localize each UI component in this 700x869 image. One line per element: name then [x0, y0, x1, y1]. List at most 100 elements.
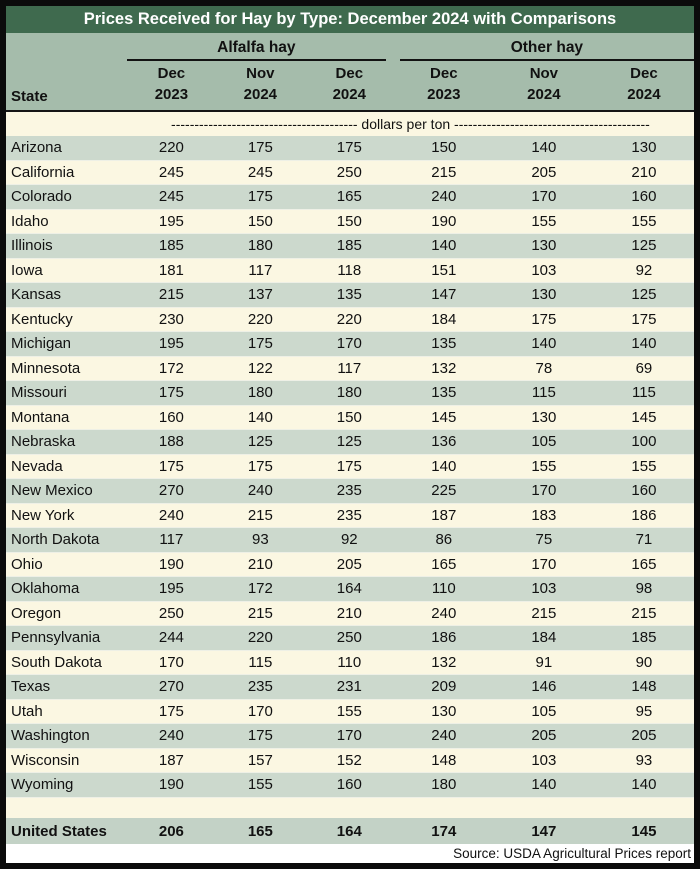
value-cell: 190 — [158, 776, 184, 794]
value-cell: 175 — [158, 384, 184, 402]
value-cell: 185 — [631, 629, 657, 647]
value-cell: 160 — [158, 408, 184, 426]
state-cell: Iowa — [11, 261, 43, 279]
value-cell: 157 — [247, 751, 273, 769]
value-cell: 155 — [531, 457, 557, 475]
value-cell: 117 — [248, 261, 273, 279]
value-cell: 215 — [247, 506, 273, 524]
value-cell: 150 — [336, 408, 362, 426]
value-cell: 135 — [431, 384, 457, 402]
value-cell: 146 — [531, 678, 557, 696]
state-cell: Missouri — [11, 384, 67, 402]
column-group-row: Alfalfa hay Other hay — [6, 33, 694, 61]
value-cell: 125 — [631, 286, 657, 304]
value-cell: 160 — [336, 776, 362, 794]
value-cell: 115 — [531, 384, 556, 402]
value-cell: 137 — [247, 286, 273, 304]
value-cell: 75 — [535, 531, 553, 549]
value-cell: 187 — [431, 506, 457, 524]
value-cell: 130 — [631, 139, 657, 157]
total-value-cell: 145 — [631, 822, 657, 840]
state-column-header: State — [11, 88, 48, 105]
value-cell: 180 — [247, 237, 273, 255]
value-cell: 225 — [431, 482, 457, 500]
spacer-cell — [6, 797, 694, 818]
state-cell: Washington — [11, 727, 90, 745]
table-row: Iowa 181 117 118 151 103 92 — [6, 258, 694, 283]
value-cell: 103 — [531, 261, 557, 279]
table-row: Nebraska 188 125 125 136 105 100 — [6, 429, 694, 454]
value-cell: 132 — [431, 359, 457, 377]
table-panel: Prices Received for Hay by Type: Decembe… — [6, 6, 694, 863]
value-cell: 69 — [635, 359, 653, 377]
state-cell: Minnesota — [11, 359, 81, 377]
page-title: Prices Received for Hay by Type: Decembe… — [6, 6, 694, 33]
value-cell: 132 — [431, 653, 457, 671]
column-header-month: Dec — [335, 65, 364, 82]
state-cell: New York — [11, 506, 75, 524]
column-header-year: 2024 — [332, 86, 366, 103]
table-footer: United States 206 165 164 174 147 145 So… — [6, 797, 694, 863]
table-row: Kentucky 230 220 220 184 175 175 — [6, 307, 694, 332]
value-cell: 140 — [431, 237, 457, 255]
column-header-other-dec-2023: Dec 2023 — [394, 61, 494, 111]
value-cell: 165 — [336, 188, 362, 206]
value-cell: 235 — [336, 506, 362, 524]
value-cell: 93 — [635, 751, 653, 769]
total-value-cell: 174 — [431, 822, 457, 840]
value-cell: 187 — [158, 751, 184, 769]
value-cell: 205 — [631, 727, 657, 745]
value-cell: 175 — [247, 457, 273, 475]
value-cell: 195 — [158, 580, 184, 598]
value-cell: 175 — [158, 702, 184, 720]
value-cell: 148 — [431, 751, 457, 769]
value-cell: 145 — [431, 408, 457, 426]
value-cell: 270 — [158, 678, 184, 696]
value-cell: 122 — [247, 359, 273, 377]
value-cell: 117 — [159, 531, 184, 549]
value-cell: 195 — [158, 212, 184, 230]
total-value-cell: 165 — [247, 822, 273, 840]
value-cell: 170 — [531, 188, 557, 206]
value-cell: 170 — [336, 335, 362, 353]
value-cell: 150 — [336, 212, 362, 230]
value-cell: 175 — [336, 139, 362, 157]
value-cell: 235 — [336, 482, 362, 500]
value-cell: 93 — [251, 531, 269, 549]
total-value-cell: 147 — [531, 822, 557, 840]
value-cell: 130 — [531, 237, 557, 255]
value-cell: 98 — [635, 580, 653, 598]
value-cell: 117 — [337, 359, 362, 377]
value-cell: 180 — [336, 384, 362, 402]
value-cell: 164 — [336, 580, 362, 598]
table-row: New Mexico 270 240 235 225 170 160 — [6, 478, 694, 503]
spacer-row — [6, 797, 694, 818]
value-cell: 165 — [631, 555, 657, 573]
value-cell: 110 — [337, 653, 362, 671]
source-label: Source: USDA Agricultural Prices report — [453, 845, 691, 861]
state-cell: Ohio — [11, 555, 43, 573]
value-cell: 235 — [247, 678, 273, 696]
value-cell: 155 — [631, 457, 657, 475]
value-cell: 92 — [340, 531, 358, 549]
state-cell: Wisconsin — [11, 751, 80, 769]
value-cell: 151 — [431, 261, 457, 279]
table-row: Illinois 185 180 185 140 130 125 — [6, 233, 694, 258]
total-state-cell: United States — [11, 822, 107, 840]
unit-row: ----------------------------------------… — [6, 111, 694, 136]
group-label-other-hay: Other hay — [399, 39, 694, 61]
value-cell: 245 — [247, 163, 273, 181]
column-header-other-dec-2024: Dec 2024 — [594, 61, 694, 111]
value-cell: 215 — [631, 604, 657, 622]
value-cell: 130 — [531, 408, 557, 426]
value-cell: 240 — [431, 604, 457, 622]
value-cell: 185 — [158, 237, 184, 255]
group-label-alfalfa-hay: Alfalfa hay — [126, 39, 386, 61]
table-row: Texas 270 235 231 209 146 148 — [6, 674, 694, 699]
value-cell: 152 — [336, 751, 362, 769]
unit-row-spacer — [6, 111, 127, 136]
table-row: Ohio 190 210 205 165 170 165 — [6, 552, 694, 577]
table-row: Wisconsin 187 157 152 148 103 93 — [6, 748, 694, 773]
value-cell: 231 — [336, 678, 362, 696]
table-row: Kansas 215 137 135 147 130 125 — [6, 282, 694, 307]
